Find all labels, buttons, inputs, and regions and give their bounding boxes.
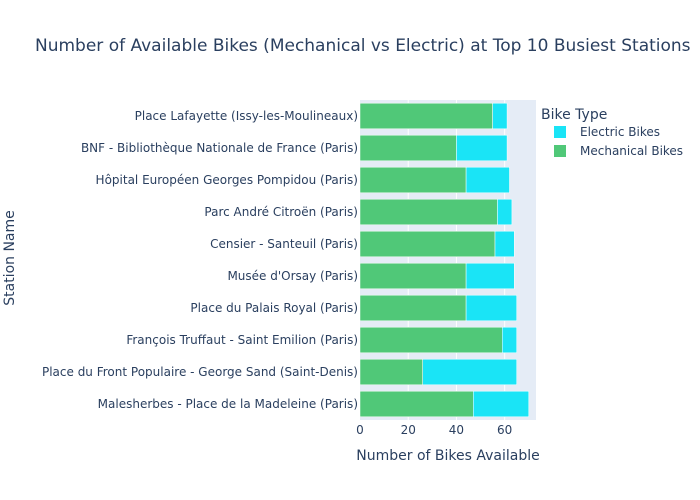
y-tick-label: Hôpital Européen Georges Pompidou (Paris… [96,173,358,187]
x-axis-title: Number of Bikes Available [356,448,539,464]
legend-swatch [554,145,566,157]
legend: Bike Type Electric Bikes Mechanical Bikes [541,107,683,158]
y-tick-label: Place du Front Populaire - George Sand (… [42,365,358,379]
y-axis-title: Station Name [2,210,18,306]
bar-mechanical-bikes [359,390,474,418]
bar-electric-bikes [473,390,530,418]
bar-mechanical-bikes [359,134,457,162]
bar-electric-bikes [465,262,515,290]
bar-electric-bikes [497,198,513,226]
x-tick-labels: 0 20 40 60 [356,423,512,437]
chart-title: Number of Available Bikes (Mechanical vs… [35,36,691,56]
bar-mechanical-bikes [359,326,503,354]
bar-mechanical-bikes [359,358,423,386]
bar-electric-bikes [465,294,517,322]
x-tick-label: 60 [497,423,512,437]
x-tick-label: 20 [401,423,416,437]
bar-mechanical-bikes [359,166,467,194]
bar-electric-bikes [501,326,517,354]
bar-electric-bikes [494,230,515,258]
legend-swatch [554,126,566,138]
bar-electric-bikes [465,166,510,194]
legend-label: Electric Bikes [580,125,660,139]
bar-electric-bikes [456,134,508,162]
bars [359,102,530,418]
y-tick-label: Place du Palais Royal (Paris) [190,301,358,315]
legend-title: Bike Type [541,107,607,123]
y-tick-label: Parc André Citroën (Paris) [204,205,358,219]
x-tick-label: 40 [449,423,464,437]
y-tick-label: Place Lafayette (Issy-les-Moulineaux) [135,109,358,123]
bar-mechanical-bikes [359,198,498,226]
bar-mechanical-bikes [359,102,493,130]
y-tick-label: François Truffaut - Saint Emilion (Paris… [126,333,358,347]
y-tick-label: BNF - Bibliothèque Nationale de France (… [81,141,358,155]
y-tick-label: Musée d'Orsay (Paris) [227,269,358,283]
y-tick-labels: Malesherbes - Place de la Madeleine (Par… [42,109,358,411]
bar-mechanical-bikes [359,262,467,290]
bar-mechanical-bikes [359,294,467,322]
bar-electric-bikes [492,102,508,130]
bar-electric-bikes [422,358,517,386]
y-tick-label: Malesherbes - Place de la Madeleine (Par… [98,397,358,411]
bar-mechanical-bikes [359,230,496,258]
x-tick-label: 0 [356,423,364,437]
y-tick-label: Censier - Santeuil (Paris) [210,237,358,251]
legend-label: Mechanical Bikes [580,144,683,158]
